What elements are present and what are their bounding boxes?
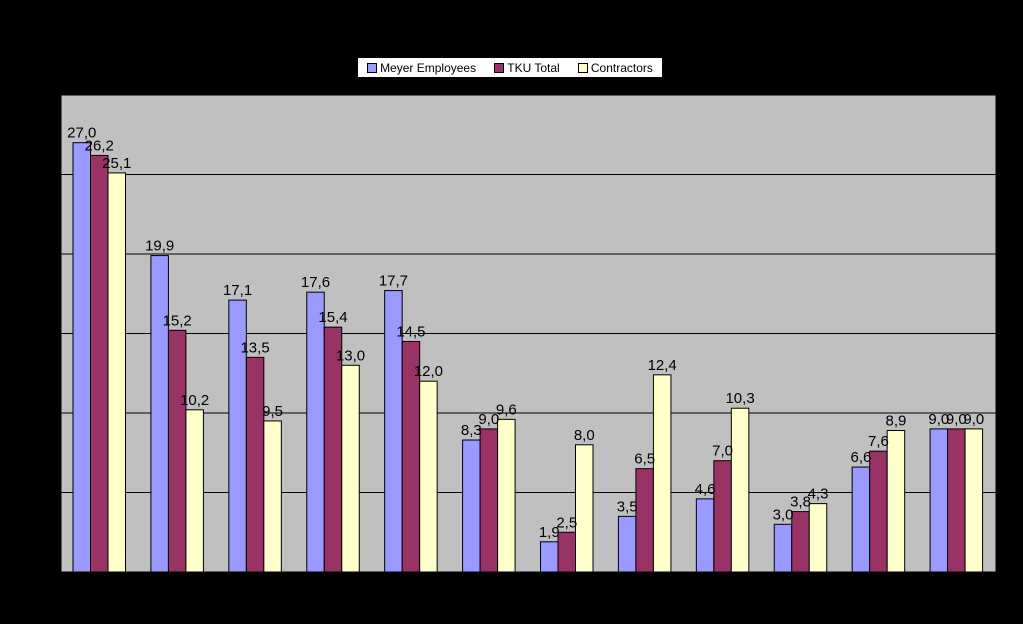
bar-meyer-employees (462, 439, 481, 573)
bar-contractors (575, 444, 594, 573)
data-label: 9,0 (928, 411, 949, 428)
bar-tku-total (791, 511, 810, 573)
data-label: 15,4 (318, 309, 347, 326)
bar-meyer-employees (72, 142, 91, 573)
data-labels: 27,026,225,1 19,9 15,2 10,2 17,1 13,5 9,5 17,6 1… (67, 125, 984, 541)
data-label: 12,4 (648, 357, 677, 374)
data-label: 1,9 (539, 524, 560, 541)
data-label: 13,5 (240, 339, 269, 356)
legend-swatch-contractors (577, 62, 588, 73)
bar-meyer-employees (851, 466, 871, 573)
bar-meyer-employees (773, 523, 793, 573)
data-label: 9,0 (963, 411, 984, 428)
bar-tku-total (635, 468, 654, 573)
data-label: 15,2 (163, 312, 192, 329)
bar-meyer-employees (929, 428, 949, 573)
data-label: 19,9 (145, 238, 174, 255)
bar-tku-total (947, 428, 966, 573)
bar-tku-total (245, 356, 265, 573)
data-label: 9,0 (946, 411, 967, 428)
bar-contractors (730, 407, 750, 573)
data-label: 27,0 (67, 125, 96, 142)
data-label: 8,0 (574, 427, 595, 444)
data-label: 26,2 (85, 137, 114, 154)
bar-tku-total (90, 154, 109, 573)
data-label: 17,1 (223, 282, 252, 299)
data-label: 7,6 (868, 433, 889, 450)
data-label: 3,0 (773, 506, 794, 523)
bars (72, 142, 984, 573)
data-label: 9,5 (262, 403, 283, 420)
data-label: 12,0 (414, 363, 443, 380)
bar-contractors (419, 380, 438, 573)
bar-contractors (341, 364, 360, 573)
data-label: 3,8 (790, 494, 811, 511)
data-label: 10,3 (725, 390, 754, 407)
legend-label-meyer: Meyer Employees (380, 60, 477, 75)
legend: Meyer Employees TKU Total Contractors (357, 57, 663, 78)
data-label: 13,0 (336, 347, 365, 364)
data-label: 6,6 (850, 449, 871, 466)
data-label: 4,6 (695, 481, 716, 498)
bar-contractors (107, 172, 126, 573)
legend-swatch-meyer (367, 62, 378, 73)
data-label: 3,5 (617, 498, 638, 515)
bar-contractors (263, 420, 282, 573)
data-label: 8,3 (461, 422, 482, 439)
data-label: 8,9 (885, 412, 906, 429)
data-label: 6,5 (634, 451, 655, 468)
bar-tku-total (869, 450, 888, 573)
bar-meyer-employees (695, 498, 715, 573)
data-label: 7,0 (712, 443, 733, 460)
legend-item-contractors: Contractors (577, 60, 653, 75)
data-label: 10,2 (180, 392, 209, 409)
bar-meyer-employees (540, 541, 559, 573)
bar-tku-total (713, 460, 732, 573)
data-label: 17,6 (301, 274, 330, 291)
bar-contractors (185, 409, 204, 573)
bar-tku-total (479, 428, 499, 573)
data-label: 25,1 (102, 155, 131, 172)
bar-contractors (497, 418, 516, 573)
bar-meyer-employees (617, 515, 637, 573)
legend-item-meyer: Meyer Employees (367, 61, 476, 75)
data-label: 4,3 (808, 486, 829, 503)
data-label: 9,6 (496, 401, 517, 418)
data-label: 14,5 (396, 323, 425, 340)
bar-meyer-employees (150, 255, 169, 573)
legend-swatch-tku (494, 62, 505, 73)
bar-contractors (652, 374, 672, 573)
bar-contractors (886, 429, 906, 573)
bar-contractors (964, 428, 984, 573)
bar-tku-total (557, 531, 576, 573)
data-label: 9,0 (478, 411, 499, 428)
data-label: 17,7 (379, 273, 408, 290)
legend-label-tku: TKU Total (507, 60, 560, 75)
bar-tku-total (167, 329, 187, 573)
legend-label-contractors: Contractors (590, 60, 653, 75)
legend-item-tku: TKU Total (494, 60, 560, 75)
gridlines (61, 174, 996, 493)
data-label: 2,5 (556, 514, 577, 531)
bar-contractors (808, 503, 828, 573)
bar-meyer-employees (306, 291, 325, 573)
